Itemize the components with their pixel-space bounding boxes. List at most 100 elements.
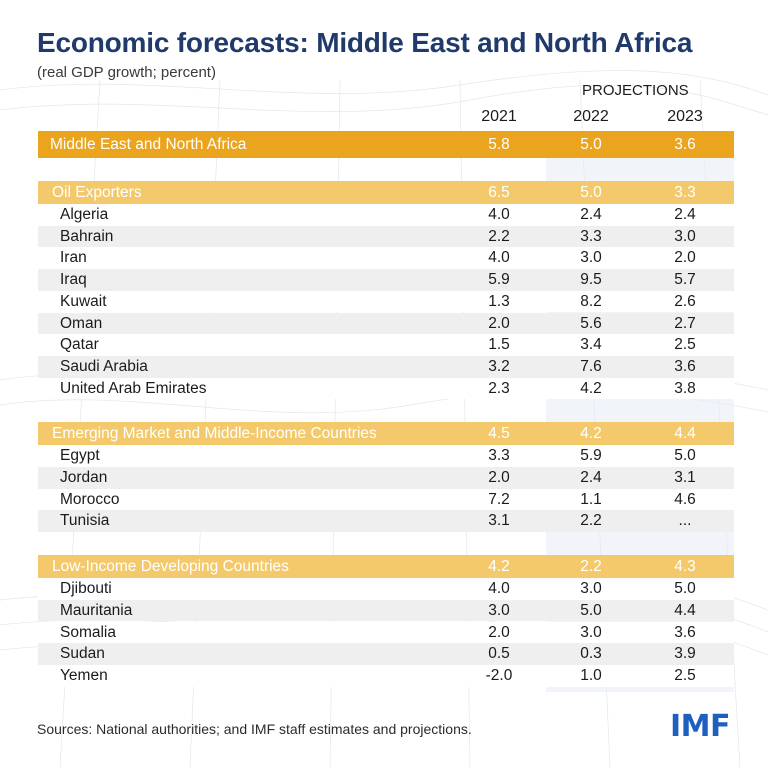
value-cell-2022: 3.4 xyxy=(580,336,602,354)
value-cell-2022: 2.2 xyxy=(580,558,602,576)
value-cell-2021: 1.3 xyxy=(488,292,510,310)
value-cell-2023: 2.7 xyxy=(674,314,696,332)
value-cell-2023: 3.0 xyxy=(674,227,696,245)
row-label: Egypt xyxy=(60,447,100,465)
value-cell-2022: 0.3 xyxy=(580,645,602,663)
table-row: Algeria 4.0 2.4 2.4 xyxy=(38,204,734,226)
value-cell-2023: 3.3 xyxy=(674,184,696,201)
value-cell-2023: 2.5 xyxy=(674,666,696,684)
row-label: United Arab Emirates xyxy=(60,379,207,397)
table-row: Djibouti 4.0 3.0 5.0 xyxy=(38,578,734,600)
value-cell-2023: 2.6 xyxy=(674,292,696,310)
value-cell-2021: 0.5 xyxy=(488,645,510,663)
table-row: Saudi Arabia 3.2 7.6 3.6 xyxy=(38,355,734,378)
table-row: Mauritania 3.0 5.0 4.4 xyxy=(38,599,734,622)
table-row: Kuwait 1.3 8.2 2.6 xyxy=(38,290,734,313)
row-label: Tunisia xyxy=(60,512,110,530)
row-label: Bahrain xyxy=(60,227,114,245)
value-cell-2022: 3.0 xyxy=(580,249,602,267)
value-cell-2023: 3.6 xyxy=(674,136,696,153)
value-cell-2023: 2.5 xyxy=(674,336,696,354)
row-label: Yemen xyxy=(60,666,108,684)
year-header-2022: 2022 xyxy=(573,108,609,125)
table-row: Morocco 7.2 1.1 4.6 xyxy=(38,488,734,511)
row-label: Middle East and North Africa xyxy=(50,136,247,153)
value-cell-2023: 3.6 xyxy=(674,357,696,375)
table-row: United Arab Emirates 2.3 4.2 3.8 xyxy=(38,377,734,400)
value-cell-2021: 3.2 xyxy=(488,357,510,375)
value-cell-2022: 4.2 xyxy=(580,379,602,397)
value-cell-2021: 7.2 xyxy=(488,490,510,508)
row-label: Saudi Arabia xyxy=(60,357,148,375)
value-cell-2022: 1.0 xyxy=(580,666,602,684)
row-label: Morocco xyxy=(60,490,120,508)
row-label: Somalia xyxy=(60,623,116,641)
row-label: Sudan xyxy=(60,645,105,663)
table-row: Egypt 3.3 5.9 5.0 xyxy=(38,445,734,467)
row-label: Djibouti xyxy=(60,580,112,598)
year-header-2023: 2023 xyxy=(667,108,703,125)
value-cell-2023: 3.8 xyxy=(674,379,696,397)
value-cell-2022: 5.0 xyxy=(580,136,602,153)
value-cell-2023: 4.4 xyxy=(674,601,696,619)
row-label: Algeria xyxy=(60,206,109,223)
table-row-group: Emerging Market and Middle-Income Countr… xyxy=(38,422,734,446)
row-label: Qatar xyxy=(60,336,99,354)
table-row: Bahrain 2.2 3.3 3.0 xyxy=(38,225,734,248)
row-label: Iran xyxy=(60,249,87,267)
value-cell-2021: 2.3 xyxy=(488,379,510,397)
row-label: Mauritania xyxy=(60,601,133,619)
year-header-2021: 2021 xyxy=(481,108,517,125)
row-label: Low-Income Developing Countries xyxy=(52,558,289,576)
row-label: Oil Exporters xyxy=(52,184,142,201)
table-row: Somalia 2.0 3.0 3.6 xyxy=(38,621,734,644)
page-title: Economic forecasts: Middle East and Nort… xyxy=(37,27,693,58)
value-cell-2022: 5.6 xyxy=(580,314,602,332)
value-cell-2021: 5.8 xyxy=(488,136,510,153)
table-row: Yemen -2.0 1.0 2.5 xyxy=(38,664,734,687)
imf-logo: IMF xyxy=(670,709,731,744)
value-cell-2022: 5.0 xyxy=(580,184,602,201)
value-cell-2023: 4.4 xyxy=(674,425,696,443)
value-cell-2023: 3.1 xyxy=(674,469,696,486)
value-cell-2023: 3.6 xyxy=(674,623,696,641)
value-cell-2021: 4.5 xyxy=(488,425,510,443)
value-cell-2022: 9.5 xyxy=(580,271,602,289)
value-cell-2021: 2.0 xyxy=(488,314,510,332)
table-row-group: Low-Income Developing Countries 4.2 2.2 4.3 xyxy=(38,555,734,579)
value-cell-2021: 2.2 xyxy=(488,227,510,245)
table-row: Qatar 1.5 3.4 2.5 xyxy=(38,334,734,356)
value-cell-2022: 5.0 xyxy=(580,601,602,619)
value-cell-2021: -2.0 xyxy=(485,666,513,684)
value-cell-2023: 2.0 xyxy=(674,249,696,267)
value-cell-2021: 3.1 xyxy=(488,512,510,530)
value-cell-2023: 5.0 xyxy=(674,447,696,465)
value-cell-2023: 5.0 xyxy=(674,580,696,598)
table-row: Iran 4.0 3.0 2.0 xyxy=(38,247,734,270)
value-cell-2022: 2.2 xyxy=(580,512,602,530)
projections-label: PROJECTIONS xyxy=(582,82,689,99)
value-cell-2023: 2.4 xyxy=(674,206,696,223)
value-cell-2022: 5.9 xyxy=(580,447,602,465)
value-cell-2021: 3.0 xyxy=(488,601,510,619)
table-row: Sudan 0.5 0.3 3.9 xyxy=(38,643,734,665)
row-label: Jordan xyxy=(60,469,108,486)
value-cell-2022: 4.2 xyxy=(580,425,602,443)
value-cell-2021: 5.9 xyxy=(488,271,510,289)
source-note: Sources: National authorities; and IMF s… xyxy=(37,721,472,737)
value-cell-2022: 3.0 xyxy=(580,580,602,598)
value-cell-2021: 4.0 xyxy=(488,580,510,598)
value-cell-2022: 3.0 xyxy=(580,623,602,641)
table-row: Tunisia 3.1 2.2... xyxy=(38,510,734,533)
table-row: Iraq 5.9 9.5 5.7 xyxy=(38,269,734,291)
table-row: Jordan 2.0 2.4 3.1 xyxy=(38,467,734,489)
table-row-group: Oil Exporters 6.5 5.0 3.3 xyxy=(38,181,734,204)
value-cell-2021: 2.0 xyxy=(488,469,510,486)
value-cell-2023: 3.9 xyxy=(674,645,696,663)
row-label: Kuwait xyxy=(60,292,107,310)
value-cell-2023: 5.7 xyxy=(674,271,696,289)
row-label: Iraq xyxy=(60,271,87,289)
value-cell-2023: 4.6 xyxy=(674,490,696,508)
table-row: Oman 2.0 5.6 2.7 xyxy=(38,312,734,335)
